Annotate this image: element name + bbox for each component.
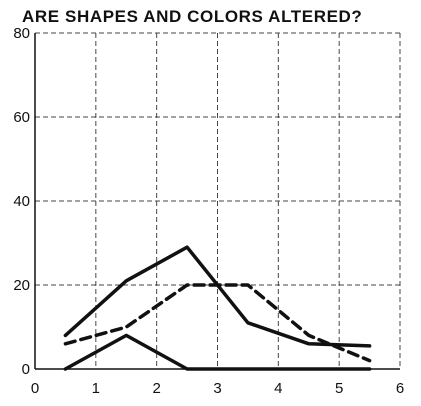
x-tick-label: 2: [152, 380, 160, 397]
chart-title: ARE SHAPES AND COLORS ALTERED?: [22, 7, 362, 26]
x-tick-label: 5: [335, 380, 343, 397]
y-tick-label: 80: [13, 25, 30, 42]
series-line-3-solid: [63, 333, 372, 371]
x-tick-label: 4: [274, 380, 282, 397]
y-tick-label: 40: [13, 193, 30, 210]
grid: [35, 32, 401, 369]
x-tick-label: 3: [213, 380, 221, 397]
x-tick-label: 6: [396, 380, 404, 397]
x-tick-label: 0: [31, 380, 39, 397]
tick-labels: 0 20 40 60 80 0 1 2 3 4 5 6: [13, 25, 404, 397]
x-tick-label: 1: [92, 380, 100, 397]
series-line-2-dashed: [63, 283, 372, 363]
series-lines: [63, 245, 372, 371]
y-tick-label: 0: [22, 361, 30, 378]
y-tick-label: 60: [13, 109, 30, 126]
y-tick-label: 20: [13, 277, 30, 294]
